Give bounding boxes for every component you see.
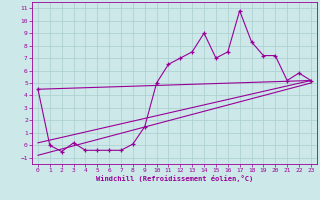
X-axis label: Windchill (Refroidissement éolien,°C): Windchill (Refroidissement éolien,°C) bbox=[96, 175, 253, 182]
